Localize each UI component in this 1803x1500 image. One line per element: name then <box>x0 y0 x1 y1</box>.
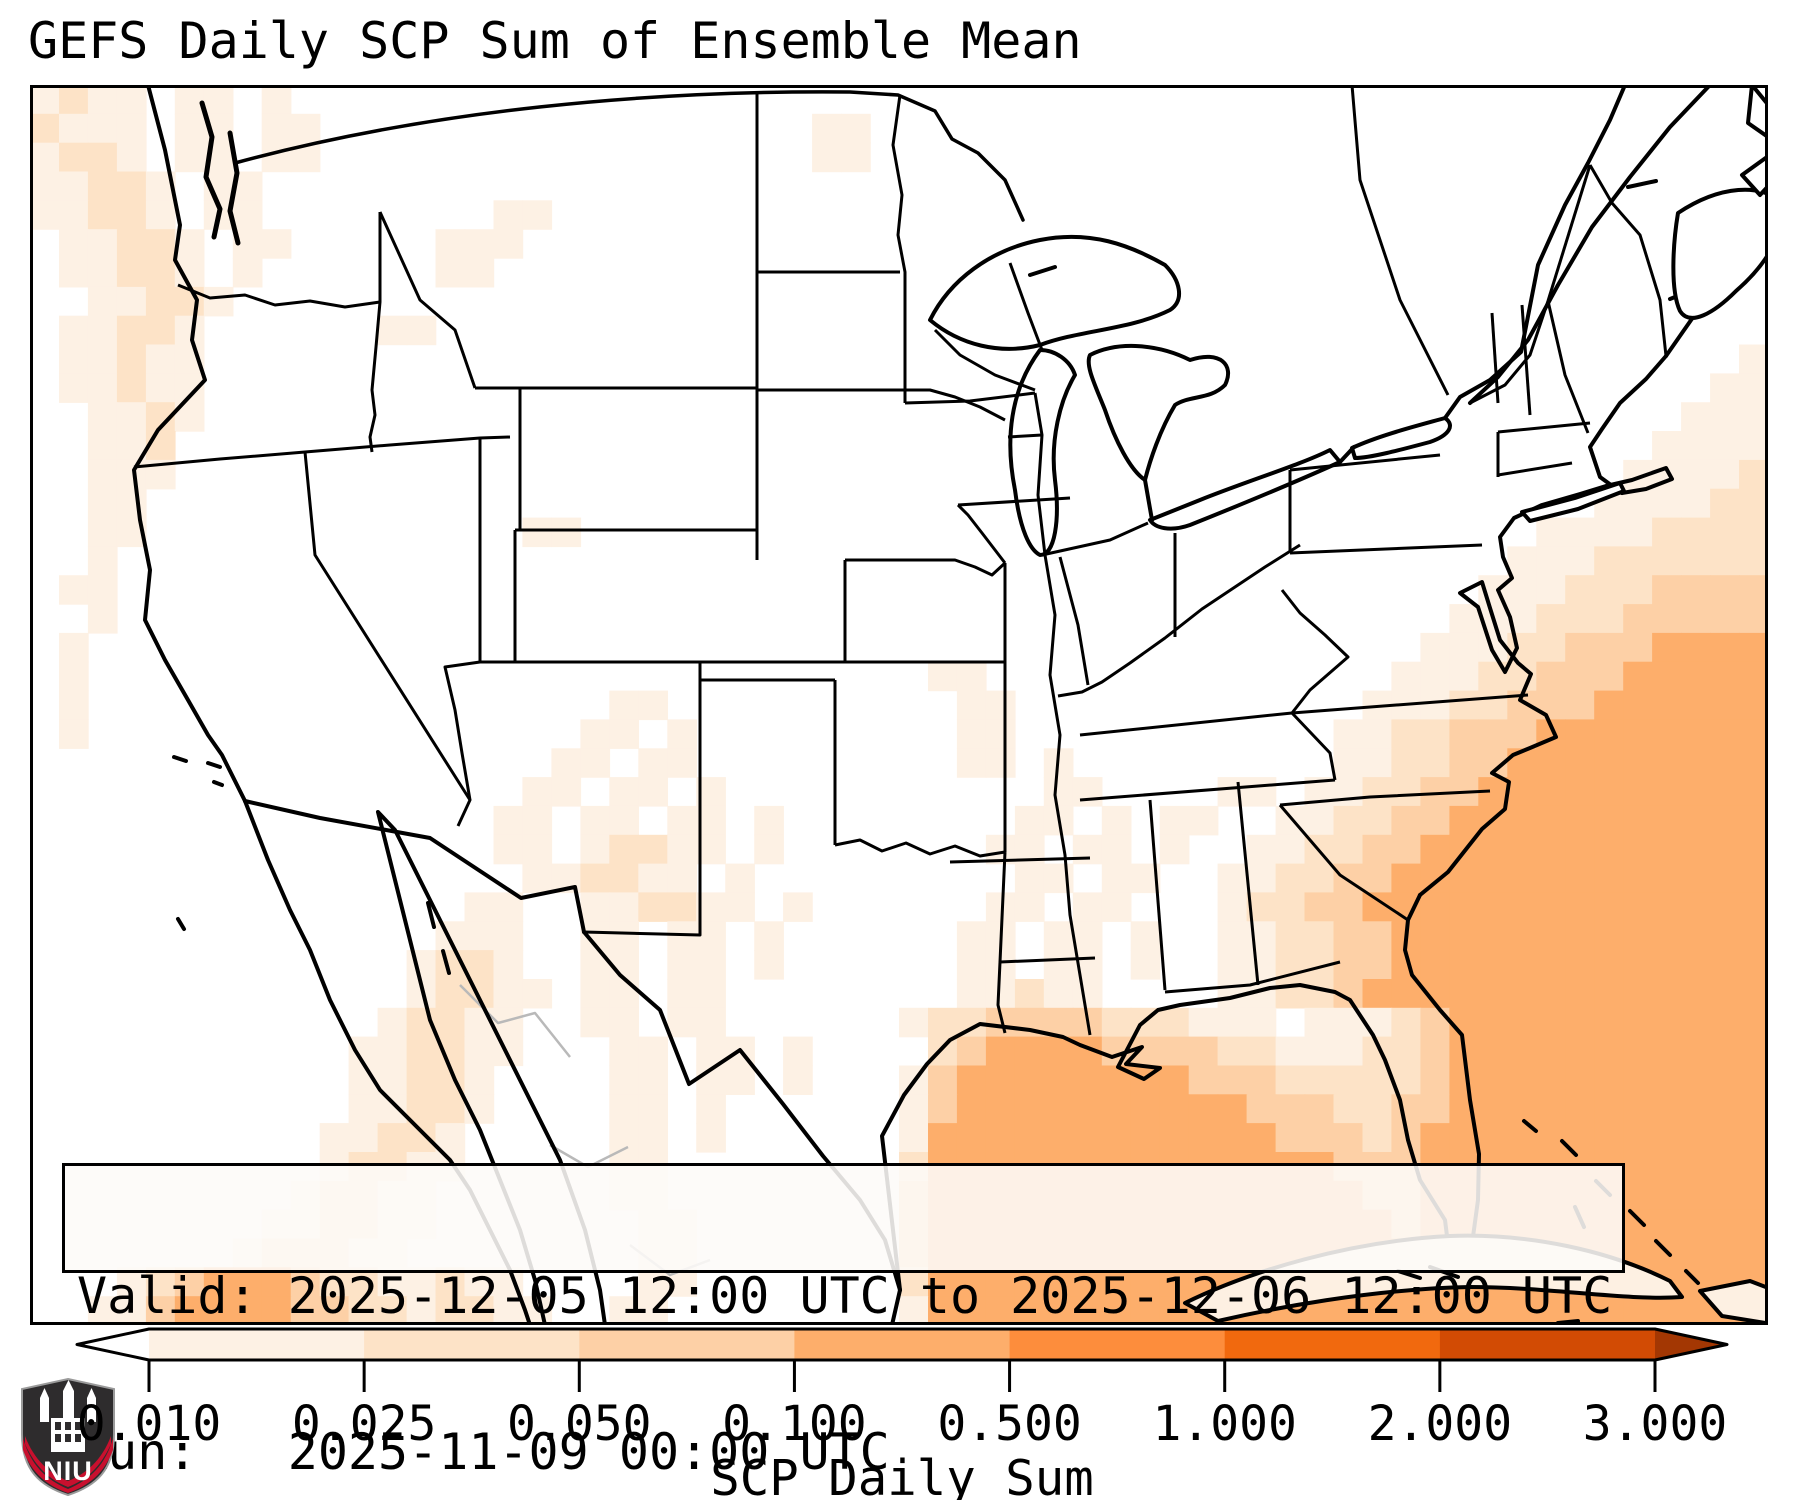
chart-title: GEFS Daily SCP Sum of Ensemble Mean <box>28 14 1082 69</box>
colorbar-tick-label: 0.500 <box>937 1396 1082 1452</box>
colorbar-tick-label: 3.000 <box>1583 1396 1728 1452</box>
colorbar-tick-label: 0.050 <box>507 1396 652 1452</box>
weather-map-page: GEFS Daily SCP Sum of Ensemble Mean <box>0 0 1803 1500</box>
colorbar-tick-label: 0.100 <box>722 1396 867 1452</box>
colorbar-under-arrow <box>77 1329 149 1360</box>
map-frame <box>30 85 1768 1325</box>
colorbar-segment <box>579 1329 795 1360</box>
colorbar-tick-label: 1.000 <box>1152 1396 1297 1452</box>
valid-run-box: Valid: 2025-12-05 12:00 UTC to 2025-12-0… <box>62 1163 1625 1273</box>
valid-line: Valid: 2025-12-05 12:00 UTC to 2025-12-0… <box>77 1270 1622 1322</box>
conus-scp-map <box>30 85 1768 1325</box>
colorbar <box>0 1318 1803 1408</box>
colorbar-tick-label: 0.010 <box>77 1396 222 1452</box>
colorbar-segment <box>1010 1329 1226 1360</box>
colorbar-segment <box>1225 1329 1441 1360</box>
colorbar-segment <box>794 1329 1010 1360</box>
colorbar-segment <box>1440 1329 1656 1360</box>
colorbar-axis-label: SCP Daily Sum <box>710 1450 1094 1500</box>
colorbar-tick-label: 0.025 <box>292 1396 437 1452</box>
colorbar-svg <box>0 1318 1803 1408</box>
colorbar-segment <box>364 1329 580 1360</box>
colorbar-tick-label: 2.000 <box>1368 1396 1513 1452</box>
niu-logo-text: NIU <box>43 1456 93 1486</box>
colorbar-segment <box>149 1329 365 1360</box>
colorbar-over-arrow <box>1655 1329 1727 1360</box>
